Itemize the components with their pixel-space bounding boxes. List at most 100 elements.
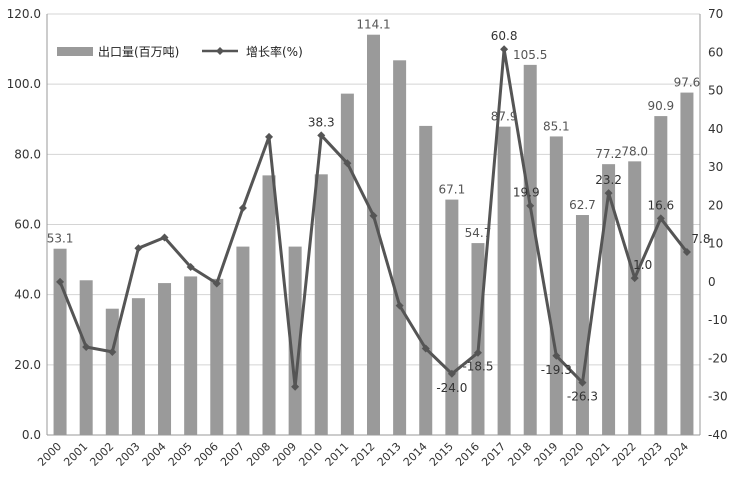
line-point — [265, 132, 274, 141]
line-value-label: -18.5 — [462, 360, 493, 374]
bar — [497, 126, 511, 436]
x-tick-label: 2004 — [140, 440, 169, 469]
x-tick-label: 2020 — [558, 440, 587, 469]
line-value-label: -19.3 — [541, 363, 572, 377]
bar-value-label: 87.9 — [491, 110, 518, 124]
line-point — [82, 342, 91, 351]
bar — [184, 276, 198, 435]
legend: 出口量(百万吨) 增长率(%) — [57, 44, 303, 59]
line-value-label: 38.3 — [308, 115, 335, 129]
line-layer — [56, 45, 691, 391]
line-value-label: 1.0 — [633, 258, 652, 272]
bar — [523, 64, 537, 435]
line-point — [604, 189, 613, 198]
line-point — [212, 279, 221, 288]
line-point — [343, 159, 352, 168]
legend-swatch-marker — [216, 47, 224, 55]
line-value-label: -24.0 — [436, 381, 467, 395]
bar-value-label: 67.1 — [439, 183, 466, 197]
x-tick-label: 2016 — [453, 440, 482, 469]
y-left-tick-label: 40.0 — [14, 288, 41, 302]
y-right-tick-label: -40 — [708, 428, 728, 442]
x-tick-label: 2012 — [349, 440, 378, 469]
bar — [53, 248, 67, 435]
line-point — [656, 214, 665, 223]
x-tick-label: 2006 — [192, 440, 221, 469]
line-value-label: -26.3 — [567, 390, 598, 404]
x-tick-label: 2023 — [636, 440, 665, 469]
bar — [158, 283, 172, 435]
x-tick-label: 2022 — [610, 440, 639, 469]
bar — [79, 280, 93, 435]
line-point — [630, 274, 639, 283]
line-value-label: 16.6 — [647, 198, 674, 212]
y-left-tick-label: 80.0 — [14, 147, 41, 161]
line-point — [160, 233, 169, 242]
x-tick-label: 2000 — [35, 440, 64, 469]
y-right-tick-label: 0 — [708, 275, 716, 289]
line-point — [186, 262, 195, 271]
y-right-tick-label: 20 — [708, 198, 723, 212]
line-point — [134, 244, 143, 253]
line-point — [291, 382, 300, 391]
line-value-label: 60.8 — [491, 29, 518, 43]
bar-value-label: 77.2 — [595, 147, 622, 161]
legend-swatch-bar — [57, 47, 93, 56]
y-right-tick-label: 50 — [708, 84, 723, 98]
line-point — [578, 378, 587, 387]
bar — [236, 246, 250, 435]
line-value-label: 19.9 — [513, 186, 540, 200]
x-tick-label: 2018 — [505, 440, 534, 469]
bar — [654, 116, 668, 435]
line-point — [238, 204, 247, 213]
bar — [288, 246, 302, 435]
x-tick-label: 2010 — [296, 440, 325, 469]
legend-label-line: 增长率(%) — [246, 44, 303, 59]
line-value-label: 23.2 — [595, 173, 622, 187]
bar — [367, 34, 380, 436]
y-left-tick-label: 20.0 — [14, 358, 41, 372]
x-tick-label: 2001 — [61, 440, 90, 469]
x-tick-label: 2009 — [270, 440, 299, 469]
x-tick-label: 2017 — [479, 440, 508, 469]
bar-value-label: 85.1 — [543, 119, 570, 133]
x-tick-label: 2005 — [166, 440, 195, 469]
bar — [393, 60, 407, 436]
line-point — [447, 369, 456, 378]
y-left-tick-label: 60.0 — [14, 218, 41, 232]
x-tick-label: 2021 — [584, 440, 613, 469]
x-tick-label: 2015 — [427, 440, 456, 469]
bar-value-label: 54.7 — [465, 226, 492, 240]
y-right-tick-label: 70 — [708, 7, 723, 21]
bar-value-label: 53.1 — [47, 232, 74, 246]
line-point — [108, 347, 117, 356]
bar-value-label: 62.7 — [569, 198, 596, 212]
y-left-tick-label: 100.0 — [7, 77, 41, 91]
line-point — [473, 348, 482, 357]
line-point — [56, 277, 65, 286]
bar — [549, 136, 563, 435]
bar-value-label: 78.0 — [621, 144, 648, 158]
x-tick-label: 2002 — [87, 440, 116, 469]
y-right-tick-label: -10 — [708, 313, 728, 327]
bar — [602, 164, 616, 435]
y-right-tick-label: 10 — [708, 237, 723, 251]
bar — [680, 92, 694, 435]
x-tick-label: 2024 — [662, 440, 691, 469]
line-point — [552, 351, 561, 360]
line-point — [682, 248, 691, 257]
y-right-tick-label: -30 — [708, 390, 728, 404]
bar-value-label: 105.5 — [513, 48, 547, 62]
line-point — [369, 211, 378, 220]
bar-value-label: 90.9 — [647, 99, 674, 113]
line-value-label: 7.8 — [691, 232, 710, 246]
x-tick-label: 2019 — [531, 440, 560, 469]
y-right-tick-label: 40 — [708, 122, 723, 136]
label-layer: 53.1 114.1 67.1 54.7 87.9 105.5 85.1 62.7 77.2 78… — [47, 18, 711, 404]
legend-label-bar: 出口量(百万吨) — [98, 45, 179, 59]
bar — [262, 175, 276, 435]
bar — [314, 174, 328, 436]
x-tick-label: 2014 — [401, 440, 430, 469]
